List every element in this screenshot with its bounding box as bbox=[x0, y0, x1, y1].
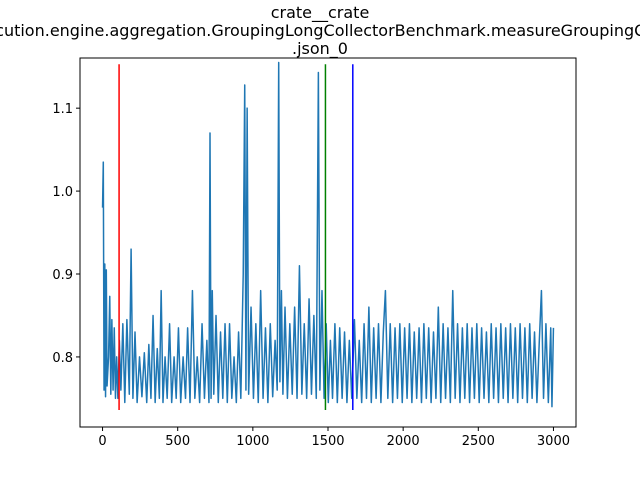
y-tick-label: 0.9 bbox=[52, 268, 73, 283]
title-line-1: crate__crate bbox=[271, 3, 370, 23]
y-tick-label: 0.8 bbox=[52, 351, 73, 366]
plot-area: 0 500 1000 1500 2000 2500 3000 0.8 0.9 1.0 1.1 bbox=[52, 57, 577, 449]
x-tick-label: 1000 bbox=[236, 434, 269, 449]
x-tick-label: 1500 bbox=[311, 434, 344, 449]
x-tick-label: 500 bbox=[165, 434, 190, 449]
y-tick-label: 1.0 bbox=[52, 185, 73, 200]
x-tick-label: 2000 bbox=[387, 434, 420, 449]
vertical-markers bbox=[118, 64, 354, 411]
x-tick-label: 0 bbox=[98, 434, 106, 449]
series-line-1 bbox=[101, 61, 555, 408]
x-tick-label: 2500 bbox=[462, 434, 495, 449]
series-layer bbox=[101, 61, 555, 408]
title-line-2: io.crate.execution.engine.aggregation.Gr… bbox=[0, 21, 640, 40]
chart-title: crate__crate io.crate.execution.engine.a… bbox=[0, 3, 640, 59]
x-tick-label: 3000 bbox=[537, 434, 570, 449]
y-tick-label: 1.1 bbox=[52, 102, 73, 117]
title-line-3: .json_0 bbox=[292, 39, 348, 59]
y-axis: 0.8 0.9 1.0 1.1 bbox=[52, 102, 80, 366]
x-axis: 0 500 1000 1500 2000 2500 3000 bbox=[98, 427, 570, 449]
